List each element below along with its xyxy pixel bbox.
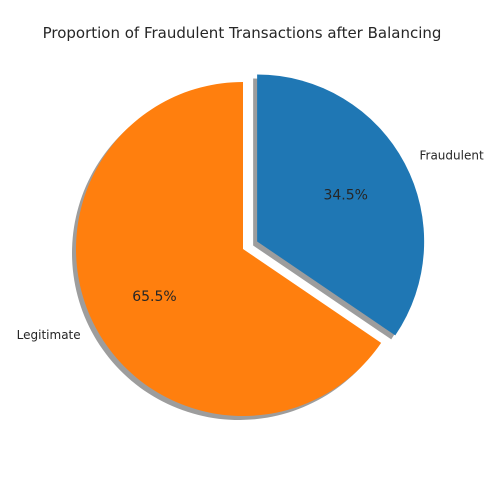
pie-label-layer: Fraudulent 34.5% Legitimate 65.5% — [17, 149, 484, 342]
slice-label-fraudulent: Fraudulent — [419, 149, 483, 163]
slice-fraudulent — [257, 74, 425, 336]
chart-title: Proportion of Fraudulent Transactions af… — [43, 24, 442, 42]
pie-slice-layer — [75, 74, 425, 416]
pct-label-fraudulent: 34.5% — [323, 188, 367, 204]
slice-label-legitimate: Legitimate — [17, 328, 81, 342]
slice-legitimate — [75, 82, 382, 416]
pct-label-legitimate: 65.5% — [132, 289, 176, 305]
